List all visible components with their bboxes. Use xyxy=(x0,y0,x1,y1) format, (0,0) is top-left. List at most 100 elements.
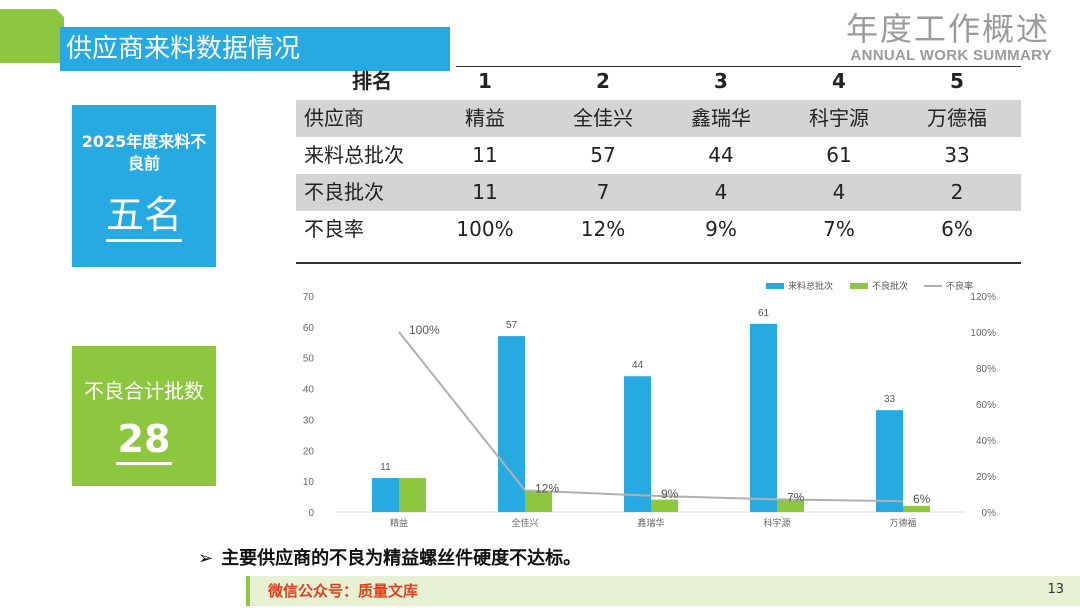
bar-data-label: 57 xyxy=(506,320,518,331)
bar-data-label: 33 xyxy=(884,394,896,405)
x-tick-label: 科宇源 xyxy=(763,517,790,529)
bar-total xyxy=(876,410,903,512)
row-label: 不良批次 xyxy=(304,180,384,204)
x-tick-label: 鑫瑞华 xyxy=(637,517,664,529)
bar-total xyxy=(498,336,525,512)
footer-accent xyxy=(246,576,250,606)
table-cell: 11 xyxy=(472,180,498,204)
table-cell: 6% xyxy=(941,217,973,241)
line-data-label: 12% xyxy=(535,481,559,495)
y-tick-label: 50 xyxy=(303,354,315,365)
bar-defect xyxy=(903,505,930,512)
table-header-row: 排名 1 2 3 4 5 xyxy=(296,63,1021,100)
y-tick-label: 60 xyxy=(303,323,315,334)
footer-band xyxy=(246,576,1080,606)
bullet-arrow-icon: ➢ xyxy=(198,548,214,569)
table-cell: 全佳兴 xyxy=(573,106,633,130)
row-label: 不良率 xyxy=(304,217,364,241)
table-bottom-rule xyxy=(296,262,1021,264)
table-top-rule xyxy=(456,66,1021,67)
legend-swatch xyxy=(850,283,868,289)
table-cell: 万德福 xyxy=(927,106,987,130)
table-cell: 100% xyxy=(456,217,514,241)
footer-source: 微信公众号：质量文库 xyxy=(268,582,419,600)
rank-cell: 5 xyxy=(950,69,964,93)
y-tick-label: 30 xyxy=(303,415,315,426)
line-data-label: 9% xyxy=(661,487,679,501)
table-cell: 11 xyxy=(472,143,498,167)
rank-cell: 1 xyxy=(478,69,492,93)
y2-tick-label: 60% xyxy=(976,400,996,411)
rate-line xyxy=(398,331,904,503)
table-row: 不良批次 11 7 4 4 2 xyxy=(296,174,1021,211)
row-label: 来料总批次 xyxy=(304,143,404,167)
supplier-defect-chart: 0 10 20 30 40 50 60 70 0% 20% 40% 60% 80% 100% 120% 11 5… xyxy=(296,270,1021,532)
header-fold-corner xyxy=(56,9,74,27)
bar-defect xyxy=(777,499,804,512)
table-cell: 鑫瑞华 xyxy=(691,106,751,130)
bar-defect xyxy=(525,490,552,512)
table-cell: 科宇源 xyxy=(809,106,869,130)
summary-note: ➢ 主要供应商的不良为精益螺丝件硬度不达标。 xyxy=(198,544,581,570)
y-tick-label: 40 xyxy=(303,385,315,396)
bar-defect xyxy=(399,478,426,512)
bar-total xyxy=(624,376,651,512)
y2-tick-label: 0% xyxy=(982,508,997,519)
supplier-table: 排名 1 2 3 4 5 供应商 精益 全佳兴 鑫瑞华 科宇源 万德福 来料总批… xyxy=(296,63,1021,248)
y-tick-label: 20 xyxy=(303,446,315,457)
section-title: 供应商来料数据情况 xyxy=(60,27,450,71)
defect-total-card: 不良合计批数 28 xyxy=(72,346,216,486)
y2-tick-label: 20% xyxy=(976,472,996,483)
top-five-card-value: 五名 xyxy=(106,193,182,242)
y2-tick-label: 100% xyxy=(970,328,996,339)
table-cell: 12% xyxy=(580,217,626,241)
bar-data-label: 11 xyxy=(380,462,391,473)
y-tick-label: 70 xyxy=(303,292,315,303)
table-cell: 4 xyxy=(832,180,846,204)
line-data-label: 100% xyxy=(409,323,440,337)
y2-tick-label: 120% xyxy=(970,292,996,303)
bar-defect xyxy=(651,499,678,512)
table-cell: 9% xyxy=(705,217,737,241)
header-accent-block xyxy=(0,9,64,63)
table-cell: 44 xyxy=(708,143,734,167)
table-cell: 精益 xyxy=(465,106,505,130)
table-cell: 7 xyxy=(596,180,610,204)
table-row: 供应商 精益 全佳兴 鑫瑞华 科宇源 万德福 xyxy=(296,100,1021,137)
table-row: 不良率 100% 12% 9% 7% 6% xyxy=(296,211,1021,248)
table-cell: 61 xyxy=(826,143,852,167)
rank-cell: 2 xyxy=(596,69,610,93)
y2-tick-label: 40% xyxy=(976,436,996,447)
row-label: 供应商 xyxy=(304,106,364,130)
y2-tick-label: 80% xyxy=(976,364,996,375)
top-five-card: 2025年度来料不良前 五名 xyxy=(72,105,216,267)
bar-total xyxy=(750,323,777,512)
legend-label: 不良率 xyxy=(946,280,973,292)
defect-total-card-value: 28 xyxy=(116,418,172,465)
table-cell: 33 xyxy=(944,143,970,167)
line-data-label: 7% xyxy=(787,490,805,504)
rank-cell: 4 xyxy=(832,69,846,93)
bar-data-label: 44 xyxy=(632,360,644,371)
x-tick-label: 全佳兴 xyxy=(511,517,538,529)
rank-cell: 3 xyxy=(714,69,728,93)
legend-label: 来料总批次 xyxy=(788,280,833,292)
line-data-label: 6% xyxy=(913,492,931,506)
page-number: 13 xyxy=(1047,582,1064,597)
legend-label: 不良批次 xyxy=(872,280,908,292)
bar-total xyxy=(372,478,399,512)
page-subtitle: ANNUAL WORK SUMMARY xyxy=(850,47,1052,64)
defect-total-card-title: 不良合计批数 xyxy=(84,379,204,403)
bar-data-label: 61 xyxy=(758,308,770,319)
page-title: 年度工作概述 xyxy=(845,10,1050,48)
table-cell: 7% xyxy=(823,217,855,241)
top-five-card-title: 2025年度来料不良前 xyxy=(81,132,207,173)
y-tick-label: 10 xyxy=(303,477,315,488)
legend-swatch xyxy=(766,283,784,289)
table-cell: 2 xyxy=(950,180,964,204)
rank-label: 排名 xyxy=(352,69,392,93)
chart-canvas: 0 10 20 30 40 50 60 70 0% 20% 40% 60% 80% 100% 120% 11 5… xyxy=(303,280,997,529)
x-tick-label: 万德福 xyxy=(889,517,916,529)
table-cell: 4 xyxy=(714,180,728,204)
x-tick-label: 精益 xyxy=(390,517,408,529)
